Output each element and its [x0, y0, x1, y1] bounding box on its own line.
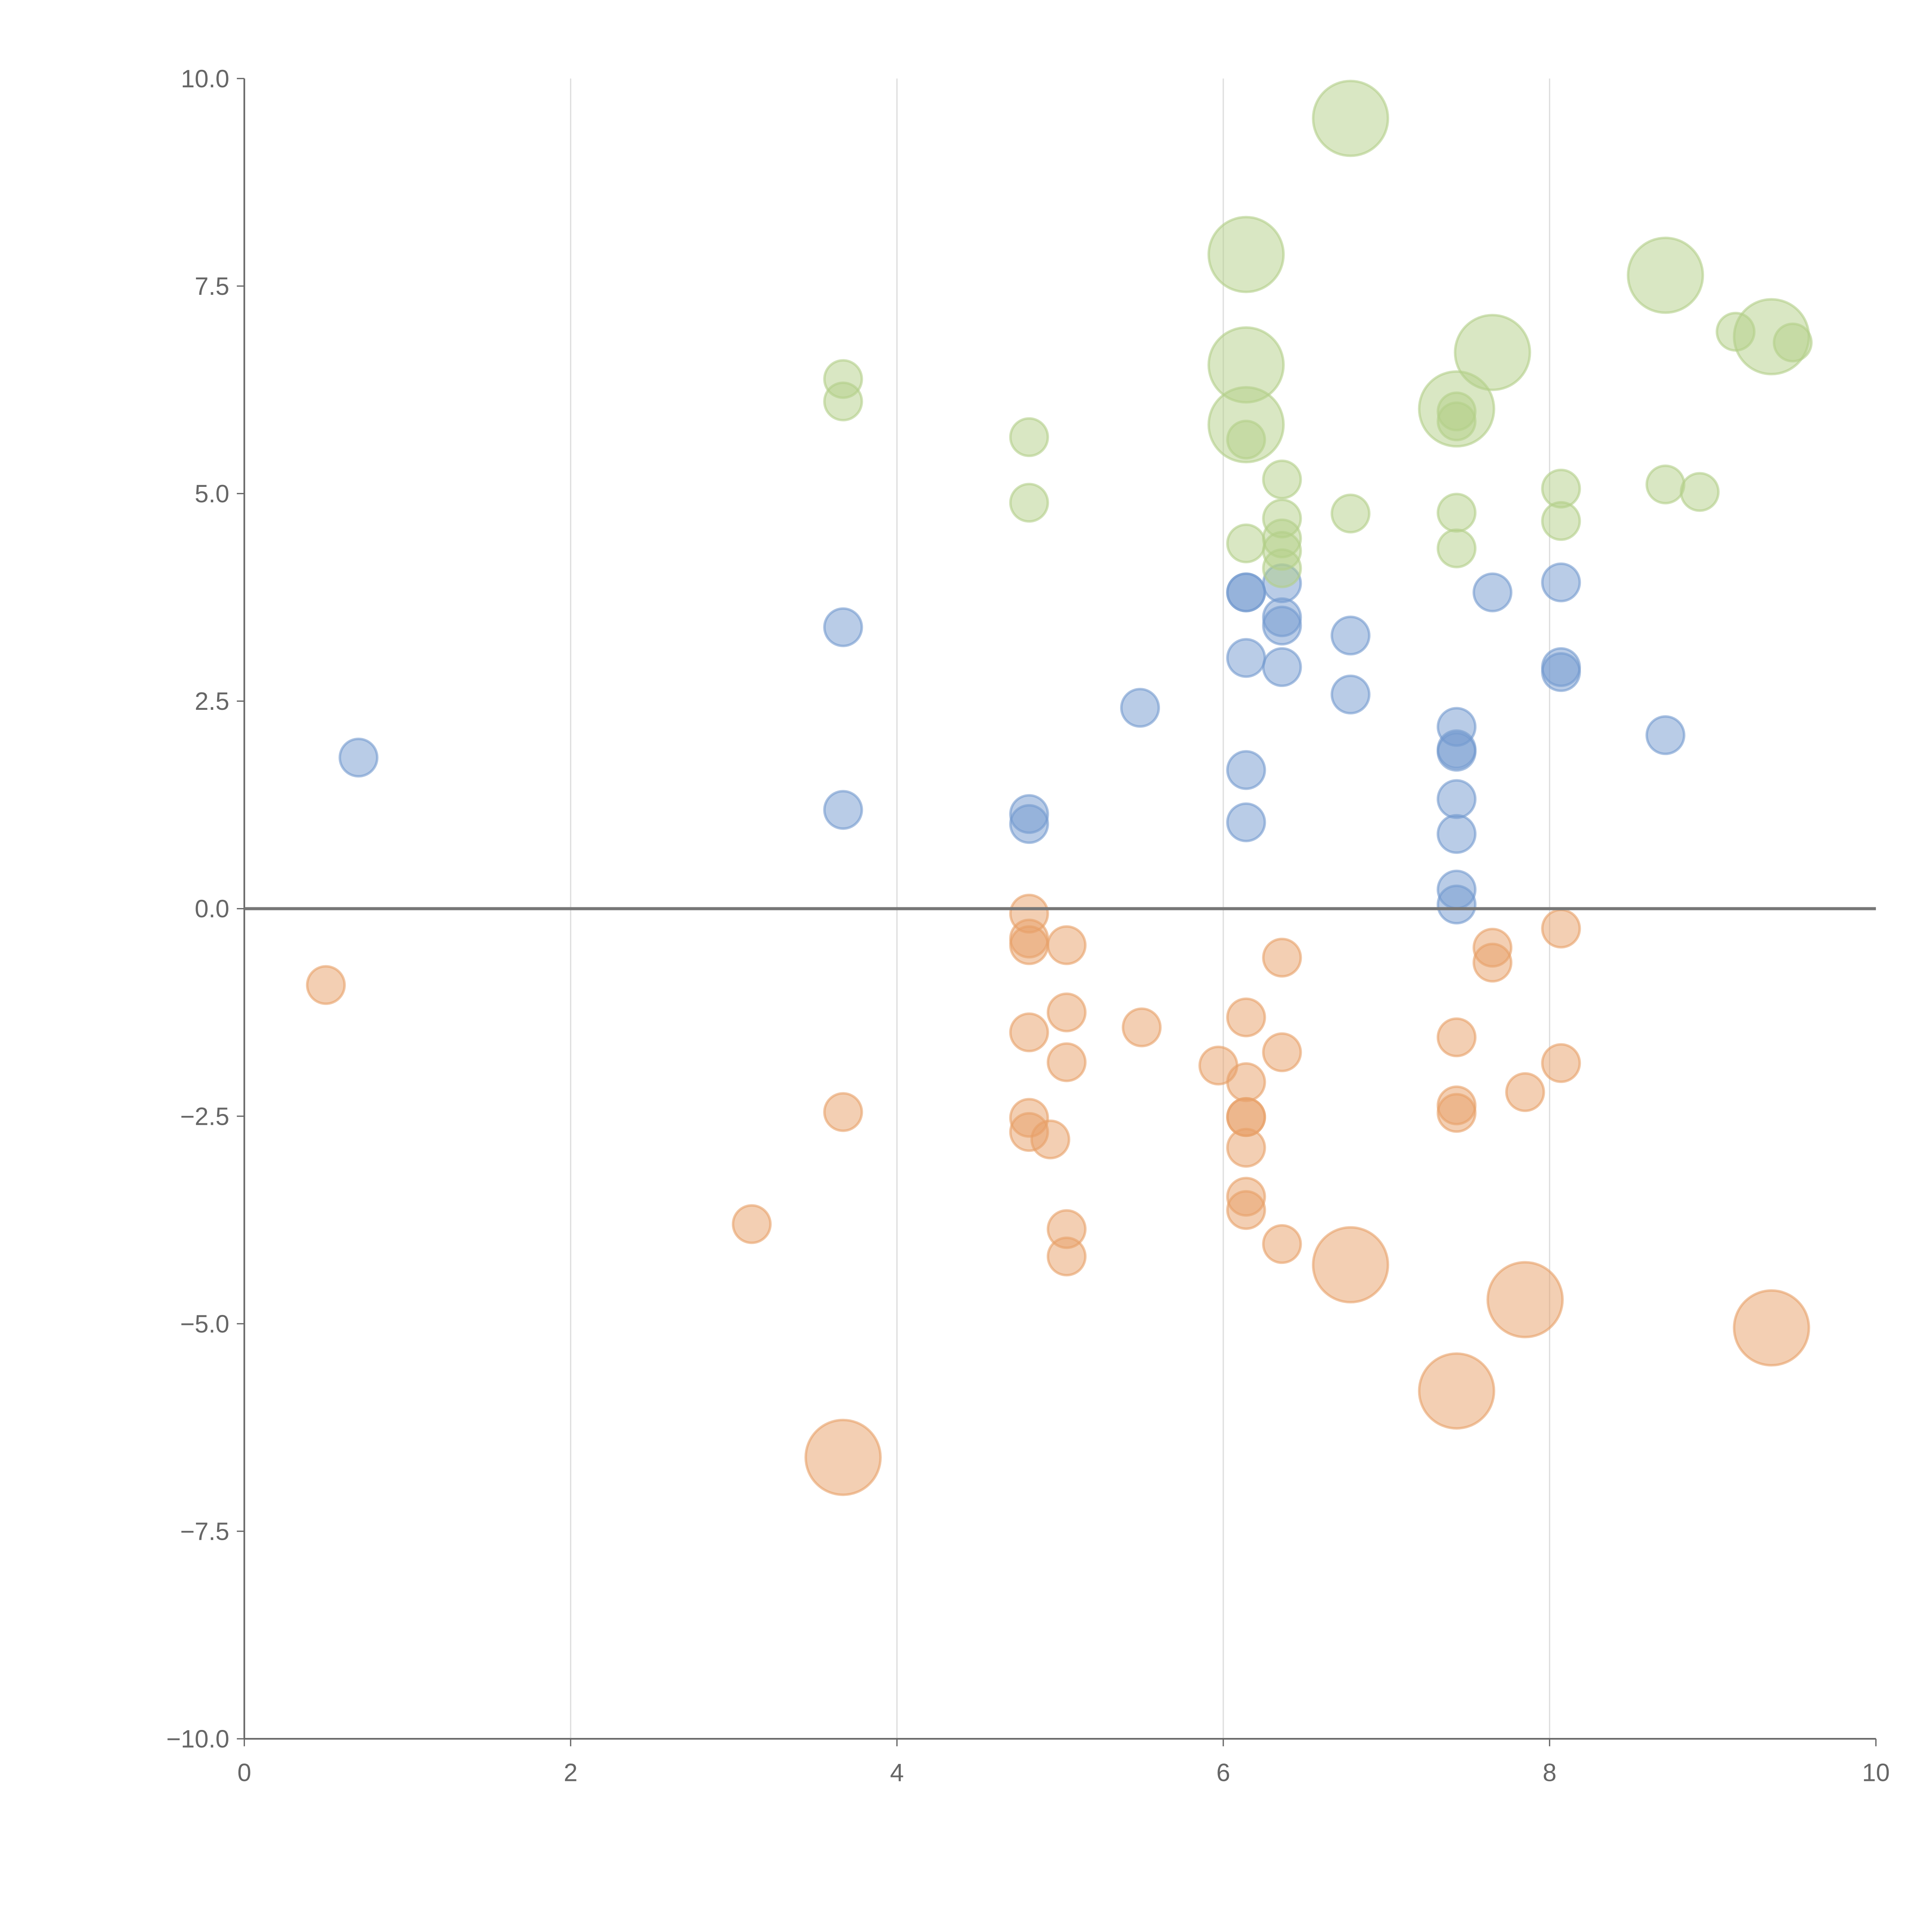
data-point-green: [1312, 80, 1389, 157]
data-point-blue: [1226, 572, 1266, 612]
y-tick-label: 10.0: [181, 65, 230, 93]
data-point-green: [1009, 417, 1049, 457]
x-tick-label: 4: [890, 1759, 904, 1787]
data-point-blue: [1330, 616, 1371, 656]
data-point-blue: [1437, 884, 1477, 925]
data-point-orange: [1046, 992, 1087, 1032]
data-point-orange: [1226, 1190, 1266, 1230]
data-point-green: [1680, 472, 1720, 512]
data-point-orange: [1418, 1352, 1495, 1430]
data-point-orange: [1541, 908, 1581, 949]
y-tick-label: −5.0: [180, 1310, 229, 1338]
x-tick-label: 10: [1862, 1759, 1890, 1787]
data-point-orange: [1046, 925, 1087, 965]
data-point-blue: [823, 607, 863, 647]
axes: 10.0 7.5 5.0 2.5 0.0 −2.5 −5.0 −7.5 −10.0 0 2 4 6 8 10: [166, 65, 1889, 1787]
data-point-green: [1437, 493, 1477, 533]
data-point-orange: [1122, 1007, 1162, 1048]
data-point-orange: [1046, 1042, 1087, 1082]
data-point-orange: [804, 1418, 882, 1496]
data-point-orange: [1226, 997, 1266, 1037]
y-tick-label: −2.5: [180, 1102, 229, 1130]
data-point-green: [1541, 501, 1581, 541]
data-point-blue: [338, 737, 379, 778]
x-tick-label: 0: [237, 1759, 251, 1787]
data-point-orange: [1226, 1062, 1266, 1102]
data-point-green: [1262, 548, 1302, 588]
data-points: [306, 80, 1813, 1496]
data-point-blue: [1226, 750, 1266, 790]
data-point-orange: [823, 1092, 863, 1132]
data-point-green: [1437, 528, 1477, 568]
data-point-blue: [1226, 802, 1266, 842]
data-point-green: [1733, 298, 1810, 376]
data-point-green: [1207, 216, 1285, 293]
data-point-blue: [1437, 779, 1477, 819]
data-point-orange: [1030, 1119, 1070, 1160]
x-tick-label: 2: [564, 1759, 578, 1787]
data-point-blue: [1645, 715, 1685, 755]
data-point-orange: [306, 965, 346, 1005]
data-point-green: [823, 381, 863, 422]
data-point-blue: [1330, 674, 1371, 714]
data-point-blue: [1120, 688, 1160, 728]
data-point-orange: [1226, 1128, 1266, 1168]
data-point-green: [1207, 386, 1285, 464]
data-point-blue: [823, 790, 863, 830]
data-point-orange: [1262, 937, 1302, 978]
data-point-green: [1009, 483, 1049, 523]
data-point-orange: [1312, 1226, 1389, 1304]
y-tick-label: 5.0: [195, 480, 230, 508]
data-point-orange: [731, 1204, 772, 1244]
data-point-orange: [1009, 1012, 1049, 1053]
data-point-orange: [1733, 1289, 1810, 1367]
data-point-blue: [1262, 605, 1302, 646]
data-point-blue: [1437, 814, 1477, 854]
data-point-green: [1330, 493, 1371, 534]
data-point-orange: [1541, 1043, 1581, 1083]
data-point-orange: [1437, 1093, 1477, 1133]
data-point-orange: [1472, 942, 1513, 983]
data-point-blue: [1541, 562, 1581, 602]
data-point-blue: [1262, 647, 1302, 687]
data-point-green: [1418, 370, 1495, 448]
y-tick-label: 7.5: [195, 272, 230, 300]
data-point-orange: [1262, 1032, 1302, 1072]
data-point-blue: [1472, 572, 1513, 612]
data-point-orange: [1262, 1224, 1302, 1264]
data-point-green: [1454, 314, 1531, 391]
data-point-green: [1226, 523, 1266, 563]
y-tick-label: 0.0: [195, 895, 230, 923]
y-tick-label: 2.5: [195, 687, 230, 715]
data-point-blue: [1009, 804, 1049, 844]
data-point-orange: [1505, 1072, 1545, 1112]
y-tick-label: −7.5: [180, 1517, 229, 1545]
data-point-green: [1627, 236, 1704, 314]
y-tick-label: −10.0: [166, 1725, 229, 1753]
data-point-blue: [1541, 652, 1581, 692]
data-point-green: [1645, 464, 1685, 505]
data-point-orange: [1046, 1236, 1087, 1277]
data-point-orange: [1486, 1261, 1564, 1338]
data-point-orange: [1009, 925, 1049, 965]
data-point-blue: [1437, 731, 1477, 772]
data-point-orange: [1437, 1017, 1477, 1058]
data-point-green: [1262, 459, 1302, 500]
data-point-blue: [1226, 638, 1266, 678]
x-tick-label: 8: [1543, 1759, 1556, 1787]
x-tick-label: 6: [1216, 1759, 1230, 1787]
